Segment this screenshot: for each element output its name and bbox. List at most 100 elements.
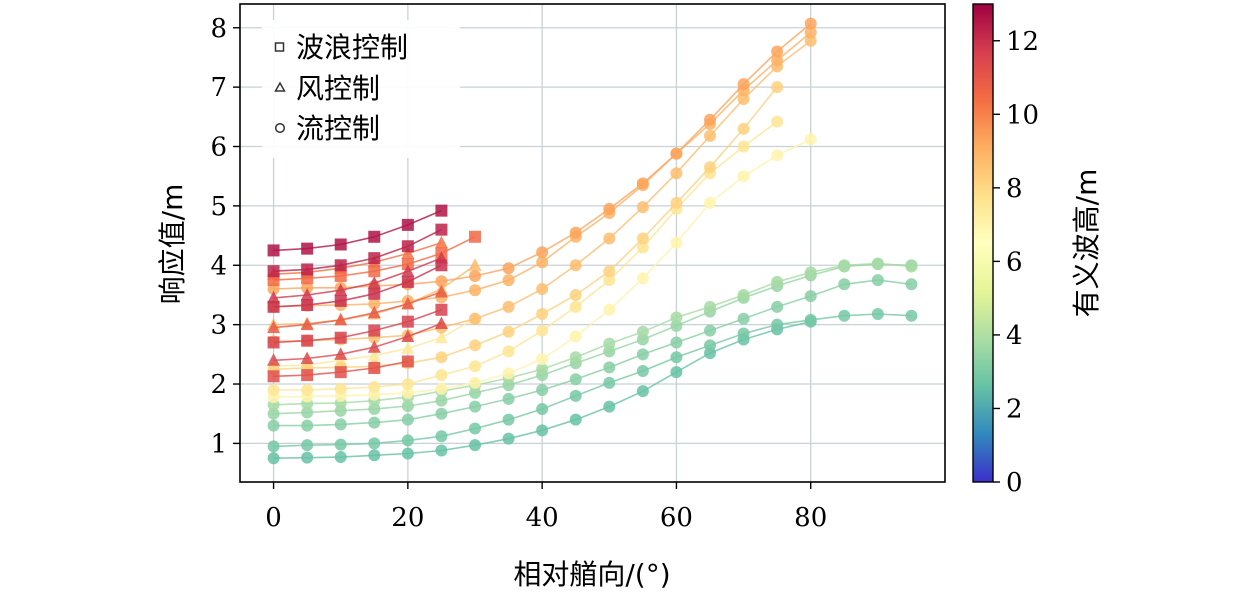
legend: 波浪控制 风控制 流控制 [262,20,460,158]
data-point-circle [704,113,716,126]
x-tick-label: 40 [526,503,559,533]
data-point-circle [435,444,448,457]
data-point-circle [267,407,280,420]
data-point-square [301,334,314,347]
y-tick-label: 1 [210,429,227,459]
data-point-circle [670,366,683,379]
data-point-square [368,361,381,374]
legend-label-current: 流控制 [296,112,380,145]
legend-triangle-marker [274,81,286,92]
data-point-circle [469,269,481,282]
data-point-square [401,258,414,271]
colorbar-tick-label: 2 [1006,394,1023,424]
data-point-circle [536,383,549,396]
series-wave [267,223,448,278]
data-point-triangle [334,347,348,360]
x-tick-label: 0 [265,503,282,533]
data-point-triangle [401,341,415,354]
series-current [267,115,784,396]
x-tick-label: 20 [391,503,424,533]
data-point-circle [603,400,616,413]
data-point-circle [603,303,616,316]
data-point-circle [502,413,515,426]
data-point-circle [469,284,481,297]
colorbar-tick-label: 4 [1006,321,1023,351]
data-point-square [334,238,347,251]
data-point-circle [704,324,716,337]
colorbar-tick-label: 10 [1006,100,1039,130]
series-current [267,307,918,453]
data-point-circle [569,389,582,402]
data-point-circle [871,307,884,320]
data-point-circle [636,348,649,361]
data-point-circle [368,380,381,393]
data-point-circle [502,262,515,275]
data-point-triangle [334,312,348,326]
data-point-circle [603,232,616,245]
data-point-circle [636,272,649,285]
data-point-circle [737,93,750,106]
series-line [273,322,442,362]
data-point-triangle [300,351,314,364]
series-wave [267,259,448,313]
data-point-square [334,331,347,344]
data-point-circle [368,297,381,310]
y-tick-label: 5 [210,192,227,222]
data-point-circle [435,351,448,364]
colorbar: 0 2 4 6 8 10 12 有义波高/m [972,3,1103,498]
data-point-circle [804,133,817,146]
data-point-circle [636,232,649,245]
data-point-triangle [434,284,448,298]
data-point-square [401,315,414,328]
data-point-circle [536,246,549,259]
data-point-circle [771,54,784,67]
data-point-square [368,287,381,300]
data-point-circle [704,196,716,209]
data-point-square [401,355,414,368]
data-point-square [301,242,314,255]
data-point-circle [737,312,750,325]
data-point-circle [737,170,750,183]
data-point-circle [771,318,784,331]
data-point-square [401,240,414,253]
y-tick-label: 2 [210,370,227,400]
data-point-circle [771,149,784,162]
data-point-circle [401,399,414,412]
y-tick-label: 8 [210,14,227,44]
data-point-circle [603,361,616,374]
colorbar-tick-label: 12 [1006,27,1039,57]
data-point-circle [636,385,649,398]
data-point-circle [838,309,851,322]
data-point-square [469,230,481,243]
data-point-circle [838,259,851,272]
series-current [267,274,918,432]
data-point-triangle [300,287,314,301]
data-point-triangle [401,246,415,259]
data-point-square [368,252,381,265]
data-point-circle [804,266,817,279]
series-wave [267,355,414,383]
data-point-circle [704,300,716,313]
legend-box [262,20,460,158]
data-point-triangle [434,330,448,344]
data-point-square [368,230,381,243]
data-point-square [435,223,448,236]
data-point-square [435,204,448,217]
data-point-circle [301,281,314,294]
data-point-circle [670,167,683,180]
data-point-square [435,303,448,316]
data-point-circle [301,451,314,464]
data-point-square [334,294,347,307]
series-line [273,120,778,391]
data-point-circle [435,407,448,420]
data-point-square [267,244,280,257]
data-point-square [301,299,314,312]
series-wind [267,316,448,366]
colorbar-ticks: 0 2 4 6 8 10 12 [993,27,1039,498]
data-point-triangle [367,340,381,353]
legend-square-marker [274,42,285,52]
data-point-circle [704,129,716,142]
series-line [273,257,442,299]
data-point-circle [301,406,314,419]
